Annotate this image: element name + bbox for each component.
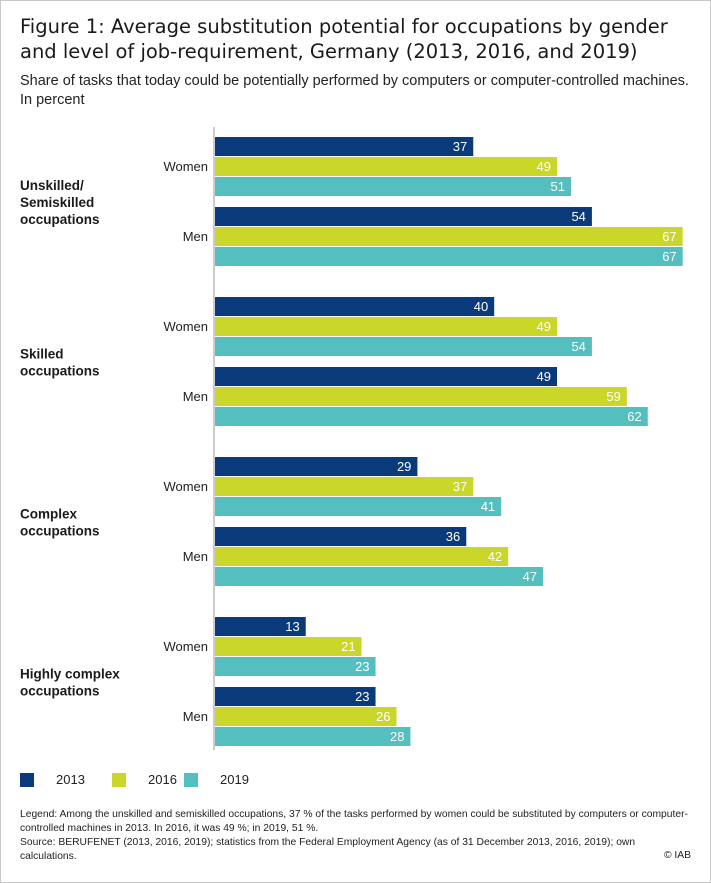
bar: [215, 407, 648, 426]
legend-note: Legend: Among the unskilled and semiskil…: [20, 809, 688, 834]
bar: [215, 687, 376, 706]
subgroup-label: Men: [183, 229, 208, 244]
bar: [215, 367, 558, 386]
data-label: 67: [662, 229, 676, 244]
group-label-line: occupations: [20, 684, 100, 699]
data-label: 37: [453, 479, 467, 494]
data-label: 49: [537, 319, 551, 334]
bar: [215, 477, 474, 496]
data-label: 67: [662, 249, 676, 264]
data-label: 54: [571, 339, 585, 354]
bar-chart: Unskilled/Semiskilled occupations Women 37 4…: [20, 127, 683, 750]
legend-item-2016: 2016: [112, 772, 177, 787]
bar: [215, 207, 592, 226]
data-label: 13: [285, 619, 299, 634]
data-label: 21: [341, 639, 355, 654]
bar: [215, 247, 683, 266]
data-label: 41: [481, 499, 495, 514]
subgroup-label: Men: [183, 549, 208, 564]
bar: [215, 567, 544, 586]
subgroup-label: Women: [163, 479, 208, 494]
source-note: Source: BERUFENET (2013, 2016, 2019); st…: [20, 837, 636, 862]
legend-label-2019: 2019: [220, 772, 249, 787]
bar: [215, 317, 558, 336]
subgroup-label: Men: [183, 389, 208, 404]
legend-item-2013: 2013: [20, 772, 85, 787]
group-label: Unskilled/Semiskilled occupations: [20, 178, 100, 227]
bar: [215, 657, 376, 676]
bar: [215, 177, 571, 196]
data-label: 29: [397, 459, 411, 474]
bar: [215, 527, 467, 546]
group-label: Highly complex occupations: [20, 667, 120, 699]
data-label: 42: [488, 549, 502, 564]
group-label-line: occupations: [20, 364, 100, 379]
chart-subtitle: Share of tasks that today could be poten…: [20, 73, 689, 108]
data-label: 23: [355, 659, 369, 674]
group-label-line: Complex: [20, 507, 78, 522]
data-label: 47: [523, 569, 537, 584]
bar: [215, 457, 418, 476]
subgroup-label: Women: [163, 159, 208, 174]
group-label: Skilled occupations: [20, 347, 100, 379]
group-label-line: Skilled: [20, 347, 64, 362]
subgroup-label: Men: [183, 709, 208, 724]
bar: [215, 337, 592, 356]
data-label: 26: [376, 709, 390, 724]
bar: [215, 387, 627, 406]
bar: [215, 707, 397, 726]
group-label-line: occupations: [20, 212, 100, 227]
subgroup-label: Women: [163, 319, 208, 334]
legend-swatch-2016: [112, 772, 126, 787]
data-label: 54: [571, 209, 585, 224]
data-label: 36: [446, 529, 460, 544]
data-label: 59: [606, 389, 620, 404]
data-label: 62: [627, 409, 641, 424]
bar: [215, 497, 502, 516]
legend-item-2019: 2019: [184, 772, 249, 787]
group-label-line: occupations: [20, 524, 100, 539]
data-label: 40: [474, 299, 488, 314]
legend-swatch-2019: [184, 772, 198, 787]
bar: [215, 637, 362, 656]
bar: [215, 727, 411, 746]
bar: [215, 617, 306, 636]
data-label: 49: [537, 369, 551, 384]
bar: [215, 547, 509, 566]
group-label-line: Unskilled/: [20, 178, 84, 193]
data-label: 23: [355, 689, 369, 704]
credit: © IAB: [663, 850, 691, 861]
data-label: 37: [453, 139, 467, 154]
data-label: 51: [551, 179, 565, 194]
legend-label-2013: 2013: [56, 772, 85, 787]
bar: [215, 157, 558, 176]
data-label: 28: [390, 729, 404, 744]
chart-title: Figure 1: Average substitution potential…: [20, 15, 668, 63]
data-label: 49: [537, 159, 551, 174]
subgroup-label: Women: [163, 639, 208, 654]
group-label-line: Highly complex: [20, 667, 120, 682]
legend-label-2016: 2016: [148, 772, 177, 787]
group-label: Complex occupations: [20, 507, 100, 539]
group-label-line: Semiskilled: [20, 195, 94, 210]
legend-swatch-2013: [20, 772, 34, 787]
bar: [215, 227, 683, 246]
bar: [215, 137, 474, 156]
bar: [215, 297, 495, 316]
